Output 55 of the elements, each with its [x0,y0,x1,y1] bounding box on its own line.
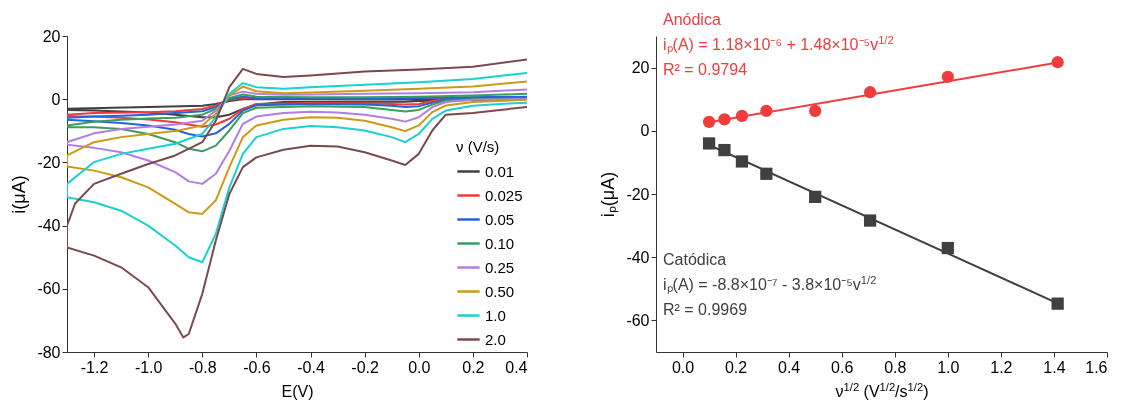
y-tick-label: -20 [626,185,650,203]
y-tick-label: -40 [626,248,650,266]
legend-title: ν (V/s) [456,138,500,155]
y-tick-label: 0 [51,90,61,108]
y-tick-label: -60 [626,311,650,329]
y-axis-title: i(μA) [9,175,30,214]
y-tick-label: -60 [37,280,61,298]
annotation: R² = 0.9794 [663,61,748,78]
y-tick-label: 0 [640,122,650,140]
x-tick-label: -0.8 [189,358,217,376]
x-tick-label: 0.2 [724,358,748,376]
annotation: R² = 0.9969 [663,301,748,318]
line-series [67,80,527,215]
legend-label: 0.10 [485,234,515,252]
x-tick-label: 1.2 [990,358,1013,376]
x-tick-label: 0.0 [671,358,695,376]
legend-label: 1.0 [485,306,506,324]
x-tick-label: 0.6 [831,358,854,376]
point [809,104,822,117]
line-series [67,71,527,264]
x-axis-title: ν$^{1/2}$ (V$^{1/2}$/s$^{1/2}$) [835,380,929,400]
line-series [67,95,527,138]
legend-label: 0.01 [485,162,515,180]
y-axis-title: iₚ(μA) [598,171,620,218]
x-tick-label: 0.0 [408,358,431,376]
x-tick-label: 1.4 [1043,358,1066,376]
y-tick-label: -20 [37,153,61,171]
x-tick-label: 1.6 [1085,358,1108,376]
legend-label: 0.50 [485,282,515,300]
x-tick-label: -0.2 [351,358,380,376]
x-tick-label: 0.4 [778,358,801,376]
x-tick-label: -1.0 [134,358,163,376]
annotation: iₚ(A) = -8.8×10⁻⁷ - 3.8×10⁻⁵v$^{1/2}$ [663,274,877,294]
y-tick-label: 20 [631,59,650,77]
x-axis-title: E(V) [281,382,314,400]
x-tick-label: -0.6 [243,358,271,376]
x-tick-label: 0.4 [505,358,528,376]
annotation: iₚ(A) = 1.18×10⁻⁶ + 1.48×10⁻⁵v$^{1/2}$ [663,34,894,54]
x-tick-label: 0.2 [462,358,485,376]
legend-label: 2.0 [485,330,506,348]
text: Catódica [663,251,727,268]
line-series [67,92,527,153]
x-tick-label: -0.4 [297,358,325,376]
legend-label: 0.25 [485,258,515,276]
x-tick-label: -1.2 [80,358,109,376]
point [702,137,716,150]
x-tick-label: 0.8 [884,358,907,376]
y-tick-label: -80 [37,343,61,361]
text: Anódica [663,11,721,28]
x-tick-label: 1.0 [937,358,960,376]
legend-label: 0.025 [485,186,523,204]
line-series [67,88,527,185]
y-tick-label: 20 [42,27,61,45]
y-tick-label: -40 [37,217,61,235]
legend-label: 0.05 [485,210,515,228]
